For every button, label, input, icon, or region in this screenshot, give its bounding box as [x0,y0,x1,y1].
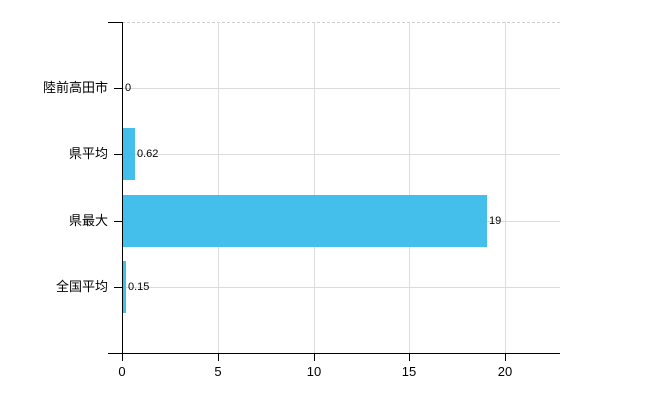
bar [123,195,487,247]
x-tick-label: 5 [214,364,222,379]
value-label: 0.15 [128,281,150,293]
x-axis-tick [122,353,123,361]
category-label: 陸前高田市 [42,80,108,95]
gridline-vertical [217,22,219,353]
x-tick-label: 15 [401,364,417,379]
x-tick-label: 0 [118,364,126,379]
gridline-horizontal [122,154,560,155]
y-axis-tick [114,154,122,155]
x-axis-tick [314,353,315,361]
x-tick-label: 20 [497,364,513,379]
x-axis-tick [218,353,219,361]
category-label: 県平均 [68,146,108,161]
gridline-horizontal [122,88,560,89]
bar [123,261,126,313]
gridline-vertical [505,22,506,353]
value-label: 0.62 [137,148,159,160]
x-axis-tick [409,353,410,361]
gridline-vertical [313,22,315,353]
x-axis-line [108,353,560,354]
gridline-horizontal [122,287,560,288]
x-tick-label: 10 [306,364,322,379]
plot-area [122,22,560,353]
y-axis-tick [114,287,122,288]
y-axis-tick [114,221,122,222]
gridline-vertical [409,22,411,353]
x-axis-tick [505,353,506,361]
category-label: 県最大 [68,213,108,228]
value-label: 19 [489,215,502,227]
y-axis-line [122,22,123,353]
bar [123,128,135,180]
value-label: 0 [125,82,132,94]
y-axis-end-tick [108,22,122,23]
y-axis-tick [114,88,122,89]
category-label: 全国平均 [55,279,108,294]
